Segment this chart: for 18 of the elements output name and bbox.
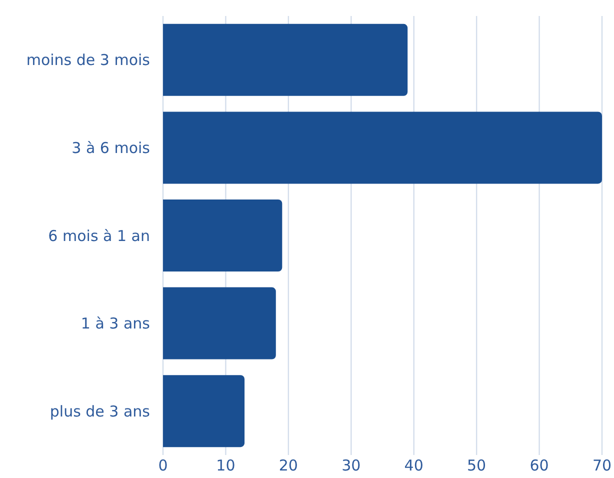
x-tick-label: 40: [404, 456, 424, 475]
y-tick-label: 6 mois à 1 an: [48, 226, 150, 245]
x-tick-label: 70: [592, 456, 612, 475]
x-tick-label: 0: [158, 456, 168, 475]
x-tick-label: 10: [216, 456, 236, 475]
bar: [163, 375, 245, 448]
x-tick-label: 20: [278, 456, 298, 475]
x-tick-label: 60: [530, 456, 549, 475]
y-tick-label: moins de 3 mois: [26, 51, 150, 70]
y-tick-label: 3 à 6 mois: [72, 139, 150, 158]
bar: [163, 287, 276, 360]
x-tick-label: 30: [342, 456, 361, 475]
y-tick-label: plus de 3 ans: [50, 402, 150, 420]
bar: [163, 24, 408, 96]
bar: [163, 112, 602, 184]
bar: [163, 200, 282, 272]
y-tick-label: 1 à 3 ans: [80, 314, 150, 333]
x-tick-label: 50: [467, 456, 486, 475]
